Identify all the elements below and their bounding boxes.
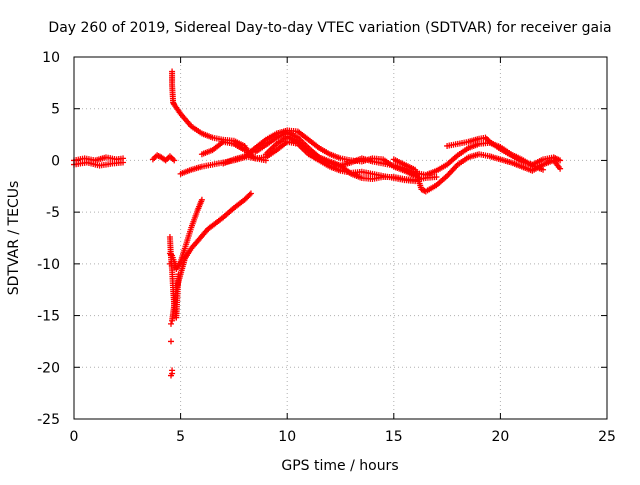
data-point	[247, 190, 254, 197]
data-point	[171, 157, 178, 164]
x-axis-label: GPS time / hours	[281, 458, 398, 474]
x-tick-label: 20	[491, 429, 509, 445]
y-tick-label: 5	[51, 102, 60, 118]
x-tick-label: 0	[70, 429, 79, 445]
x-tick-label: 25	[598, 429, 616, 445]
data-point	[168, 338, 175, 345]
x-tick-label: 15	[385, 429, 403, 445]
data-point	[540, 166, 547, 173]
data-points	[71, 68, 564, 379]
data-point	[175, 271, 182, 278]
y-tick-label: 10	[42, 50, 60, 66]
y-tick-label: -25	[37, 412, 60, 428]
y-tick-label: -5	[46, 205, 60, 221]
y-axis-label: SDTVAR / TECUs	[6, 181, 22, 296]
data-point	[120, 159, 127, 166]
y-tick-label: -20	[37, 360, 60, 376]
data-point	[198, 196, 205, 203]
x-tick-label: 10	[278, 429, 296, 445]
data-point	[557, 157, 564, 164]
data-point	[433, 173, 440, 180]
plot-frame	[73, 56, 608, 420]
chart-title: Day 260 of 2019, Sidereal Day-to-day VTE…	[48, 20, 611, 36]
data-point	[166, 260, 173, 267]
data-point	[557, 165, 564, 172]
y-tick-label: 0	[51, 153, 60, 169]
data-point	[168, 320, 175, 327]
data-point	[246, 191, 253, 198]
data-point	[168, 372, 175, 379]
x-tick-label: 5	[176, 429, 185, 445]
y-tick-label: -10	[37, 257, 60, 273]
y-tick-label: -15	[37, 309, 60, 325]
